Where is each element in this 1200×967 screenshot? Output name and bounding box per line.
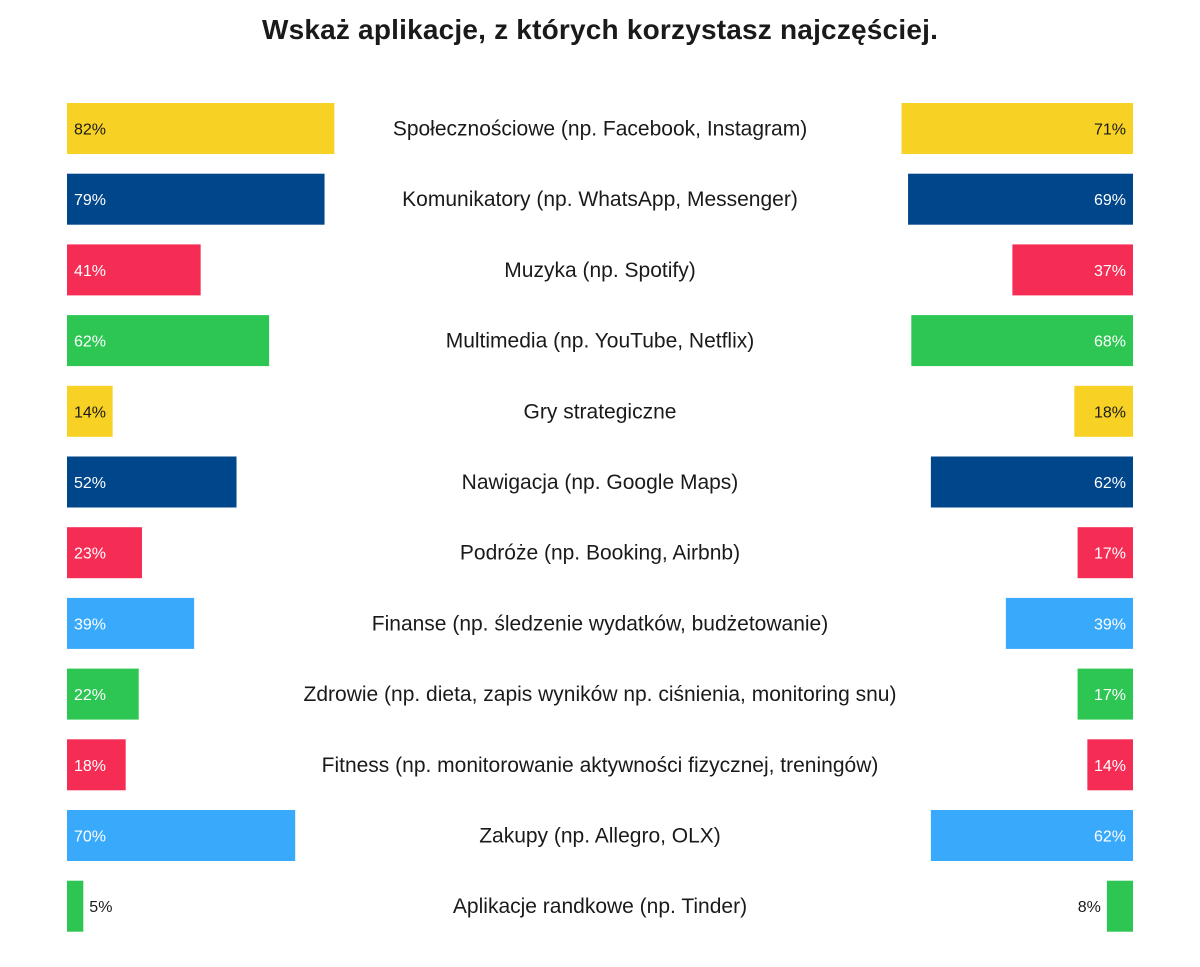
right-bar xyxy=(1012,244,1133,296)
left-bar xyxy=(67,597,195,649)
left-bar xyxy=(67,315,270,367)
right-value-label: 17% xyxy=(1094,687,1126,704)
left-bar xyxy=(67,456,237,508)
right-bar xyxy=(930,810,1133,861)
category-label: Gry strategiczne xyxy=(524,400,677,423)
right-value-label: 68% xyxy=(1094,334,1126,351)
right-bar xyxy=(1077,527,1133,579)
right-bar xyxy=(1087,739,1133,791)
category-label: Muzyka (np. Spotify) xyxy=(504,259,695,282)
right-value-label: 39% xyxy=(1094,616,1126,633)
left-bar xyxy=(67,880,84,932)
left-bar xyxy=(67,739,126,791)
left-value-label: 70% xyxy=(74,829,106,846)
left-value-label: 52% xyxy=(74,475,106,492)
right-bar xyxy=(930,456,1133,508)
left-bar xyxy=(67,527,142,579)
right-bar xyxy=(901,103,1133,154)
left-value-label: 39% xyxy=(74,616,106,633)
category-label: Nawigacja (np. Google Maps) xyxy=(462,471,739,494)
right-value-label: 17% xyxy=(1094,546,1126,563)
category-label: Multimedia (np. YouTube, Netflix) xyxy=(446,330,755,353)
right-bar xyxy=(1074,385,1133,437)
category-label: Podróże (np. Booking, Airbnb) xyxy=(460,542,740,565)
left-bar xyxy=(67,173,325,225)
category-label: Aplikacje randkowe (np. Tinder) xyxy=(453,895,747,918)
category-label: Komunikatory (np. WhatsApp, Messenger) xyxy=(402,188,798,211)
left-value-label: 79% xyxy=(74,192,106,209)
right-bar xyxy=(1077,668,1133,720)
right-value-label: 69% xyxy=(1094,192,1126,209)
left-value-label: 62% xyxy=(74,334,106,351)
chart-title: Wskaż aplikacje, z których korzystasz na… xyxy=(261,14,939,45)
left-value-label: 5% xyxy=(89,899,112,916)
right-bar xyxy=(908,173,1133,225)
right-value-label: 62% xyxy=(1094,475,1126,492)
right-value-label: 62% xyxy=(1094,829,1126,846)
left-value-label: 41% xyxy=(74,263,106,280)
category-label: Finanse (np. śledzenie wydatków, budżeto… xyxy=(372,612,828,635)
left-bar xyxy=(67,668,139,720)
right-value-label: 8% xyxy=(1078,899,1101,916)
category-label: Zdrowie (np. dieta, zapis wyników np. ci… xyxy=(304,683,897,706)
right-bar xyxy=(911,315,1133,367)
right-value-label: 71% xyxy=(1094,122,1126,139)
right-value-label: 14% xyxy=(1094,758,1126,775)
left-value-label: 82% xyxy=(74,122,106,139)
category-label: Zakupy (np. Allegro, OLX) xyxy=(479,825,721,848)
left-bar xyxy=(67,385,113,437)
left-value-label: 22% xyxy=(74,687,106,704)
right-value-label: 18% xyxy=(1094,404,1126,421)
left-bar xyxy=(67,244,201,296)
right-bar xyxy=(1106,880,1133,932)
left-value-label: 23% xyxy=(74,546,106,563)
left-value-label: 18% xyxy=(74,758,106,775)
left-bar xyxy=(67,103,335,154)
left-value-label: 14% xyxy=(74,404,106,421)
category-label: Społecznościowe (np. Facebook, Instagram… xyxy=(393,118,807,141)
left-bar xyxy=(67,810,296,861)
right-value-label: 37% xyxy=(1094,263,1126,280)
right-bar xyxy=(1005,597,1133,649)
category-label: Fitness (np. monitorowanie aktywności fi… xyxy=(322,754,879,777)
